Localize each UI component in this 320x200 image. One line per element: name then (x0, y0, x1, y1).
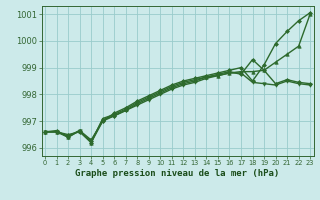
X-axis label: Graphe pression niveau de la mer (hPa): Graphe pression niveau de la mer (hPa) (76, 169, 280, 178)
